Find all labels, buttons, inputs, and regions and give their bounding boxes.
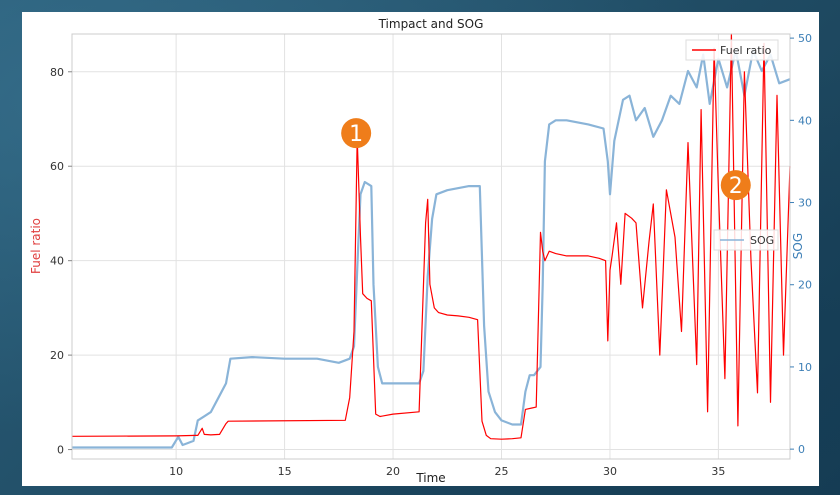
- annotation-marker-2: [720, 170, 751, 201]
- plot-frame: [71, 33, 791, 460]
- legend-fuel-ratio-label: Fuel ratio: [720, 44, 772, 57]
- y-axis-left-label: Fuel ratio: [29, 218, 43, 274]
- series-line-sog: [72, 49, 791, 449]
- x-tick-label: 20: [386, 465, 400, 478]
- series-layer: [71, 33, 791, 449]
- x-tick-label: 30: [603, 465, 617, 478]
- y-right-tick-label: 30: [798, 197, 812, 210]
- y-right-tick-label: 20: [798, 279, 812, 292]
- annotation-label: 1: [349, 122, 363, 147]
- annotation-marker-1: [341, 118, 372, 149]
- series-line-fuel-ratio: [71, 33, 791, 440]
- x-tick-label: 15: [278, 465, 292, 478]
- y-right-tick-label: 40: [798, 114, 812, 127]
- y-left-tick-label: 40: [50, 255, 64, 268]
- x-tick-label: 35: [711, 465, 725, 478]
- annotation-label: 2: [729, 174, 743, 199]
- legend-fuel-ratio: Fuel ratio: [685, 39, 779, 61]
- legend-sog: SOG: [713, 229, 779, 251]
- x-tick-label: 10: [169, 465, 183, 478]
- y-right-tick-label: 10: [798, 361, 812, 374]
- chart-title: Timpact and SOG: [378, 17, 484, 31]
- tick-labels: 10 15 20 25 30 35 0 20 40 60 80 0 10 20 30 40 50: [50, 32, 812, 478]
- y-left-tick-label: 0: [57, 444, 64, 457]
- y-left-tick-label: 20: [50, 349, 64, 362]
- y-right-tick-label: 0: [798, 443, 805, 456]
- y-axis-right-label: SOG: [791, 233, 805, 259]
- x-tick-label: 25: [494, 465, 508, 478]
- y-left-tick-label: 80: [50, 66, 64, 79]
- y-left-tick-label: 60: [50, 160, 64, 173]
- annotation-markers: 12: [341, 118, 751, 201]
- chart-figure: 10 15 20 25 30 35 0 20 40 60 80 0 10 20 30 40 50 Timpact…: [22, 12, 819, 486]
- x-axis-label: Time: [415, 471, 445, 485]
- y-right-tick-label: 50: [798, 32, 812, 45]
- legend-sog-label: SOG: [750, 234, 774, 247]
- chart-canvas: 10 15 20 25 30 35 0 20 40 60 80 0 10 20 30 40 50 Timpact…: [29, 17, 812, 485]
